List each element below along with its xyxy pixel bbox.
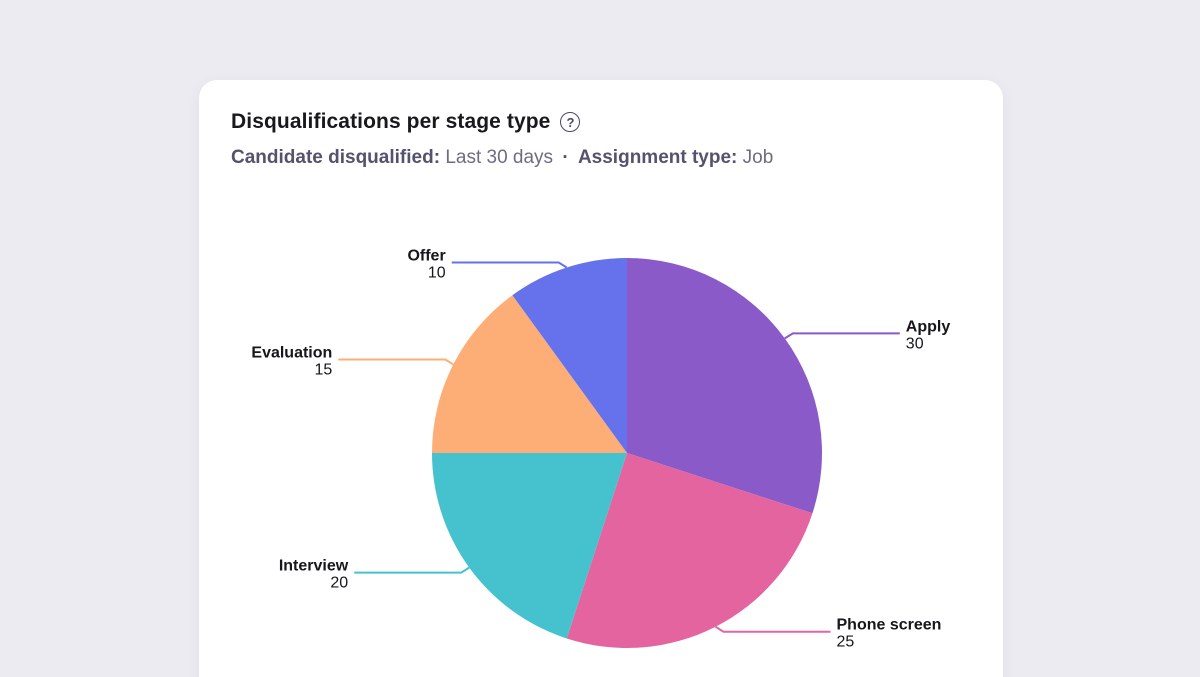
- pie-slice-apply[interactable]: [627, 258, 823, 514]
- pie-slice-phone-screen[interactable]: [566, 453, 813, 649]
- help-icon[interactable]: ?: [560, 112, 581, 132]
- card-header: Disqualifications per stage type ? Candi…: [199, 80, 1003, 170]
- filter-assignment-label: Assignment type:: [577, 147, 738, 168]
- chart-filters-subtitle: Candidate disqualified: Last 30 days · A…: [231, 146, 971, 170]
- filter-candidate-label: Candidate disqualified:: [231, 147, 441, 168]
- pie-slice-evaluation[interactable]: [432, 295, 627, 453]
- filter-separator: ·: [562, 147, 569, 168]
- chart-title: Disqualifications per stage type: [231, 110, 551, 133]
- pie-slice-interview[interactable]: [432, 453, 627, 639]
- pie-slice-offer[interactable]: [512, 258, 627, 453]
- filter-candidate-value: Last 30 days: [445, 147, 554, 168]
- filter-assignment-value: Job: [742, 147, 774, 168]
